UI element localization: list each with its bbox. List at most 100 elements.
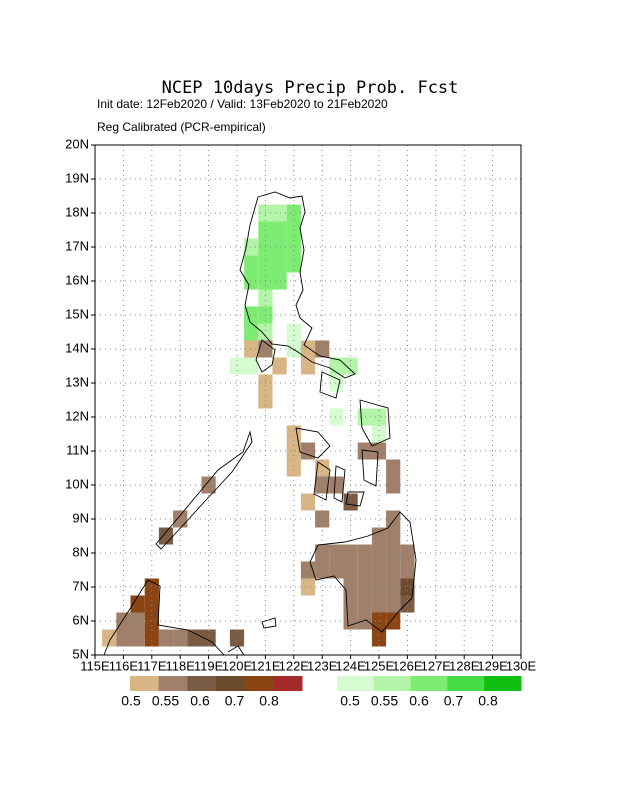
forecast-cell: [272, 272, 287, 290]
forecast-cell: [315, 544, 330, 562]
forecast-cell: [173, 629, 188, 647]
forecast-cell: [371, 544, 387, 562]
colorbar-swatch: [484, 676, 522, 691]
coastline: [295, 427, 331, 459]
colorbar-swatch: [447, 676, 485, 691]
y-tick-label: 5N: [72, 646, 89, 661]
forecast-cell: [286, 255, 301, 273]
y-tick-label: 19N: [65, 170, 89, 185]
coastline: [261, 617, 277, 629]
forecast-cell: [229, 629, 245, 647]
grid-layer: [95, 145, 521, 655]
coastline: [313, 461, 331, 501]
forecast-cell: [144, 629, 159, 647]
forecast-cell: [244, 323, 259, 341]
forecast-cell: [300, 340, 316, 358]
coastline: [319, 371, 341, 399]
subtitle: Init date: 12Feb2020 / Valid: 13Feb2020 …: [97, 97, 388, 111]
forecast-cell: [286, 459, 301, 477]
forecast-cell: [371, 425, 387, 443]
colorbar-label: 0.7: [225, 693, 245, 709]
y-tick-label: 15N: [65, 306, 89, 321]
forecast-cell: [272, 255, 287, 273]
forecast-cell: [116, 629, 131, 647]
x-tick-label: 122E: [279, 658, 310, 673]
forecast-cell: [386, 561, 401, 579]
forecast-cell: [272, 204, 287, 222]
forecast-cell: [329, 374, 344, 392]
colorbar-label: 0.5: [121, 693, 141, 709]
colorbar-label: 0.8: [259, 693, 279, 709]
colorbar-swatch: [373, 676, 412, 691]
method-label: Reg Calibrated (PCR-empirical): [97, 120, 266, 134]
y-tick-label: 7N: [72, 578, 89, 593]
forecast-cell: [357, 408, 372, 426]
forecast-cell: [329, 408, 344, 426]
colorbar-swatch: [130, 676, 160, 691]
forecast-cell: [371, 408, 387, 426]
x-tick-label: 118E: [165, 658, 195, 673]
forecast-cell: [244, 238, 259, 256]
colorbar-swatch: [337, 676, 375, 691]
y-tick-label: 10N: [65, 476, 89, 491]
forecast-cell: [371, 629, 387, 647]
x-tick-label: 121E: [250, 658, 281, 673]
forecast-cell: [357, 578, 372, 596]
y-tick-label: 11N: [66, 442, 89, 457]
forecast-cell: [357, 544, 372, 562]
forecast-cell: [272, 238, 287, 256]
forecast-cell: [315, 340, 330, 358]
forecast-cell: [244, 306, 259, 324]
forecast-cell: [158, 527, 174, 545]
forecast-cell: [187, 629, 202, 647]
x-tick-label: 129E: [477, 658, 508, 673]
x-tick-label: 115E: [80, 658, 110, 673]
forecast-cell: [357, 561, 372, 579]
colorbar-label: 0.7: [444, 693, 464, 709]
y-tick-label: 16N: [65, 272, 89, 287]
forecast-cell: [371, 595, 387, 613]
colorbar-label: 0.5: [340, 693, 360, 709]
forecast-cell: [286, 204, 301, 222]
forecast-cell: [258, 323, 273, 341]
forecast-cell: [386, 459, 401, 477]
x-tick-label: 127E: [421, 658, 452, 673]
forecast-cell: [386, 510, 401, 528]
forecast-cell: [244, 340, 259, 358]
colorbar-swatch: [158, 676, 188, 691]
forecast-cell: [400, 544, 415, 562]
tick-layer: 115E116E117E118E119E120E121E122E123E124E…: [65, 136, 536, 673]
forecast-cell: [286, 238, 301, 256]
y-tick-label: 18N: [65, 204, 89, 219]
colorbars: 0.5 0.55 0.6 0.7 0.8 0.5 0.55 0.6 0.7 0.8: [121, 676, 522, 709]
forecast-cell: [130, 612, 145, 630]
forecast-cell: [400, 595, 415, 613]
colorbar-label: 0.8: [478, 693, 498, 709]
forecast-cell: [300, 357, 316, 375]
y-tick-label: 12N: [65, 408, 89, 423]
forecast-cell: [258, 255, 273, 273]
forecast-cell: [144, 578, 159, 596]
forecast-cell: [244, 255, 259, 273]
forecast-cell: [357, 595, 372, 613]
cell-layer: [102, 204, 415, 647]
coastline: [361, 449, 379, 487]
forecast-cell: [244, 272, 259, 290]
coastline: [227, 645, 245, 656]
colorbar-label: 0.6: [409, 693, 429, 709]
forecast-cell: [300, 493, 316, 511]
coastline: [333, 465, 346, 503]
forecast-cell: [286, 323, 301, 341]
y-tick-label: 9N: [72, 510, 89, 525]
x-tick-label: 126E: [392, 658, 423, 673]
forecast-cell: [386, 527, 401, 545]
forecast-cell: [130, 629, 145, 647]
coastline: [155, 430, 253, 550]
forecast-cell: [386, 595, 401, 613]
x-tick-label: 116E: [109, 658, 139, 673]
forecast-cell: [158, 629, 174, 647]
colorbar-label: 0.6: [190, 693, 210, 709]
forecast-cell: [386, 578, 401, 596]
forecast-cell: [371, 578, 387, 596]
